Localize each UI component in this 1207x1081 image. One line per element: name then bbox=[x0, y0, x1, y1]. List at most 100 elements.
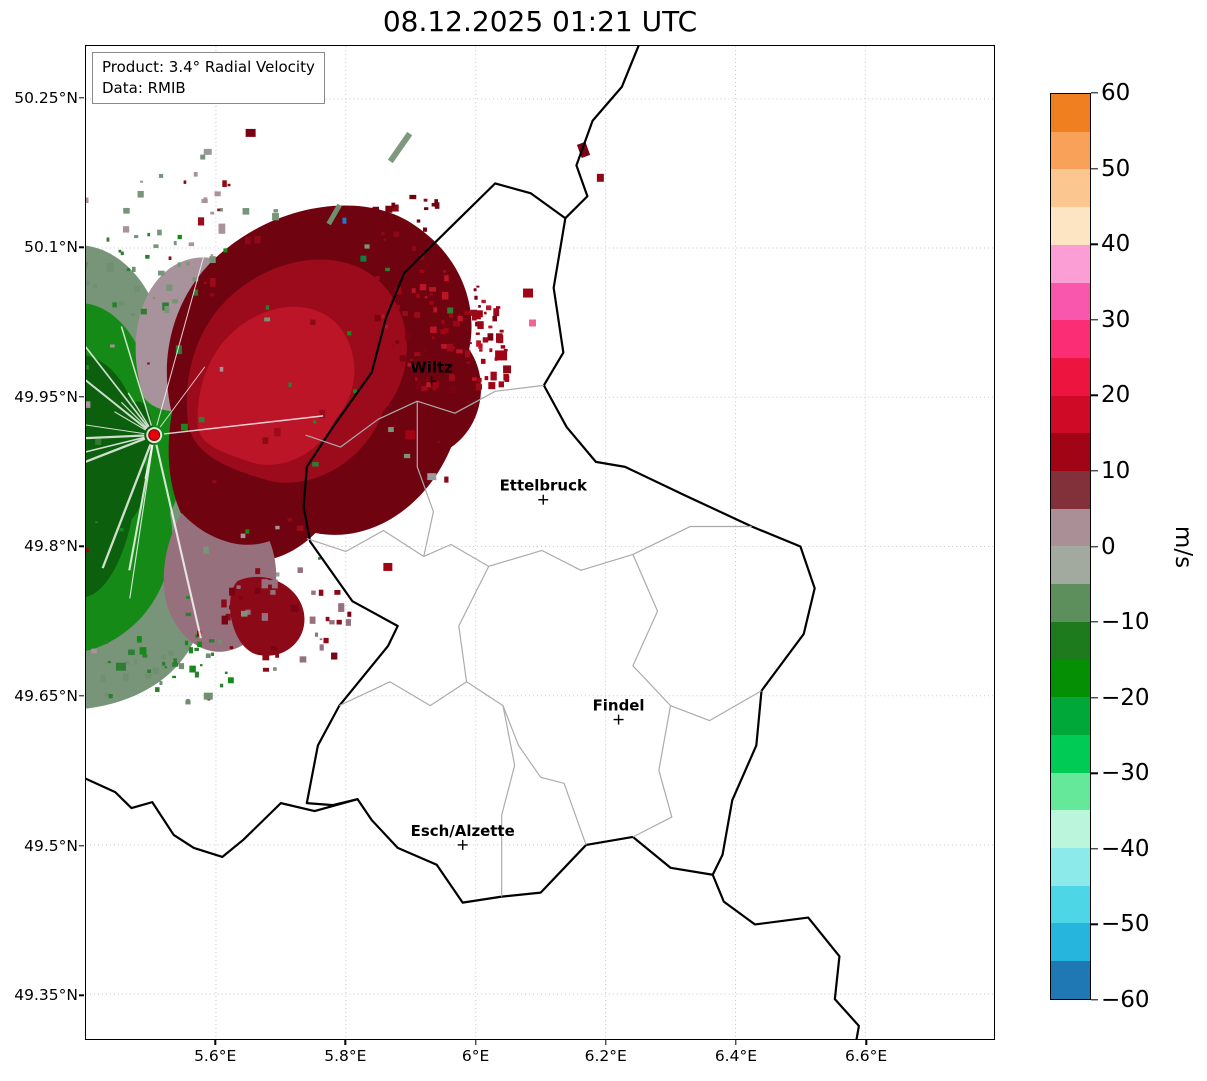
colorbar-tick-mark bbox=[1091, 696, 1098, 699]
district-border bbox=[306, 525, 752, 571]
colorbar-band bbox=[1051, 621, 1090, 660]
colorbar-band bbox=[1051, 207, 1090, 245]
y-tick-label: 49.95°N bbox=[14, 387, 78, 406]
colorbar-band bbox=[1051, 357, 1090, 396]
product-info-box: Product: 3.4° Radial Velocity Data: RMIB bbox=[92, 52, 325, 104]
radar-map-canvas: Wiltz Ettelbruck Findel Esch/Alzette bbox=[86, 46, 994, 1039]
colorbar-tick-mark bbox=[1091, 394, 1098, 397]
colorbar-band bbox=[1051, 584, 1090, 622]
colorbar-tick-mark bbox=[1091, 923, 1098, 926]
colorbar-tick-mark bbox=[1091, 848, 1098, 850]
colorbar-tick-label: −50 bbox=[1101, 911, 1150, 938]
colorbar-band bbox=[1051, 320, 1090, 358]
city-label: Wiltz bbox=[410, 358, 453, 376]
colorbar-tick-mark bbox=[1091, 319, 1098, 321]
x-tick-mark bbox=[344, 1040, 347, 1045]
country-border-belgium-germany bbox=[564, 46, 640, 220]
colorbar-band bbox=[1051, 131, 1090, 170]
colorbar-band bbox=[1051, 169, 1090, 208]
district-border bbox=[632, 705, 673, 838]
colorbar bbox=[1050, 93, 1091, 1000]
city-layer: Wiltz Ettelbruck Findel Esch/Alzette bbox=[146, 358, 645, 850]
district-border bbox=[501, 705, 516, 897]
district-border bbox=[632, 554, 762, 722]
colorbar-tick-mark bbox=[1091, 545, 1098, 548]
y-tick-mark bbox=[79, 545, 84, 548]
colorbar-band bbox=[1051, 810, 1090, 849]
y-tick-mark bbox=[79, 396, 84, 398]
colorbar-tick-label: 0 bbox=[1101, 533, 1116, 560]
city-findel: Findel bbox=[593, 697, 645, 725]
district-border bbox=[458, 566, 490, 682]
colorbar-band bbox=[1051, 282, 1090, 321]
city-esch-alzette: Esch/Alzette bbox=[411, 822, 515, 850]
country-border-luxembourg bbox=[302, 182, 816, 904]
velocity-region-west-core-dark-green bbox=[86, 355, 154, 597]
y-tick-label: 50.25°N bbox=[14, 88, 78, 107]
colorbar-tick-mark bbox=[1091, 470, 1098, 472]
colorbar-band bbox=[1051, 961, 1090, 999]
y-tick-mark bbox=[79, 695, 84, 697]
colorbar-band bbox=[1051, 848, 1090, 886]
y-tick-mark bbox=[79, 994, 84, 996]
colorbar-tick-label: −20 bbox=[1101, 684, 1150, 711]
colorbar-band bbox=[1051, 734, 1090, 773]
colorbar-tick-mark bbox=[1091, 621, 1098, 623]
city-wiltz: Wiltz bbox=[410, 358, 453, 387]
velocity-field bbox=[86, 128, 604, 709]
colorbar-tick-label: −10 bbox=[1101, 609, 1150, 636]
city-ettelbruck: Ettelbruck bbox=[500, 477, 588, 505]
district-border bbox=[416, 401, 435, 557]
x-tick-mark bbox=[214, 1040, 216, 1045]
figure-title: 08.12.2025 01:21 UTC bbox=[382, 5, 698, 38]
product-label: Product: 3.4° Radial Velocity bbox=[102, 58, 315, 76]
city-label: Ettelbruck bbox=[500, 477, 588, 495]
x-tick-label: 6°E bbox=[461, 1047, 490, 1065]
x-tick-mark bbox=[735, 1040, 737, 1045]
y-tick-label: 50.1°N bbox=[24, 238, 78, 257]
x-tick-label: 5.8°E bbox=[324, 1047, 367, 1065]
y-tick-label: 49.35°N bbox=[14, 986, 78, 1005]
x-tick-label: 6.2°E bbox=[584, 1047, 627, 1065]
colorbar-tick-mark bbox=[1091, 243, 1098, 245]
map-plot: Wiltz Ettelbruck Findel Esch/Alzette Produc… bbox=[85, 45, 995, 1040]
y-tick-label: 49.8°N bbox=[24, 537, 78, 556]
colorbar-tick-label: 50 bbox=[1101, 155, 1131, 182]
colorbar-band bbox=[1051, 659, 1090, 698]
y-tick-mark bbox=[79, 97, 84, 99]
colorbar-band bbox=[1051, 772, 1090, 811]
colorbar-tick-label: −60 bbox=[1101, 987, 1150, 1013]
colorbar-tick-label: 10 bbox=[1101, 457, 1131, 484]
colorbar-band bbox=[1051, 697, 1090, 735]
country-border-france-germany bbox=[711, 873, 860, 1039]
country-border-france-belgium bbox=[86, 777, 359, 859]
x-tick-label: 6.4°E bbox=[714, 1047, 758, 1065]
x-tick-mark bbox=[474, 1040, 477, 1045]
colorbar-band bbox=[1051, 546, 1090, 585]
colorbar-band bbox=[1051, 885, 1090, 924]
colorbar-gradient bbox=[1051, 94, 1090, 999]
colorbar-tick-label: 40 bbox=[1101, 231, 1131, 258]
map-borders bbox=[86, 46, 860, 1039]
colorbar-tick-label: 60 bbox=[1101, 80, 1131, 106]
colorbar-tick-mark bbox=[1091, 92, 1098, 94]
colorbar-unit-label: m/s bbox=[1170, 525, 1196, 569]
radar-site-marker bbox=[148, 429, 161, 442]
colorbar-tick-mark bbox=[1091, 167, 1098, 170]
x-tick-label: 5.6°E bbox=[194, 1047, 237, 1065]
colorbar-tick-label: 20 bbox=[1101, 382, 1131, 409]
city-label: Esch/Alzette bbox=[411, 822, 515, 840]
y-tick-mark bbox=[79, 844, 84, 847]
y-tick-label: 49.5°N bbox=[24, 836, 78, 855]
district-border bbox=[339, 681, 587, 846]
y-tick-label: 49.65°N bbox=[14, 687, 78, 706]
colorbar-band bbox=[1051, 244, 1090, 283]
y-tick-mark bbox=[79, 246, 84, 249]
colorbar-band bbox=[1051, 94, 1090, 132]
colorbar-band bbox=[1051, 471, 1090, 509]
colorbar-tick-mark bbox=[1091, 999, 1098, 1001]
x-tick-mark bbox=[865, 1040, 867, 1045]
colorbar-tick-mark bbox=[1091, 772, 1098, 774]
colorbar-tick-label: −40 bbox=[1101, 835, 1150, 862]
